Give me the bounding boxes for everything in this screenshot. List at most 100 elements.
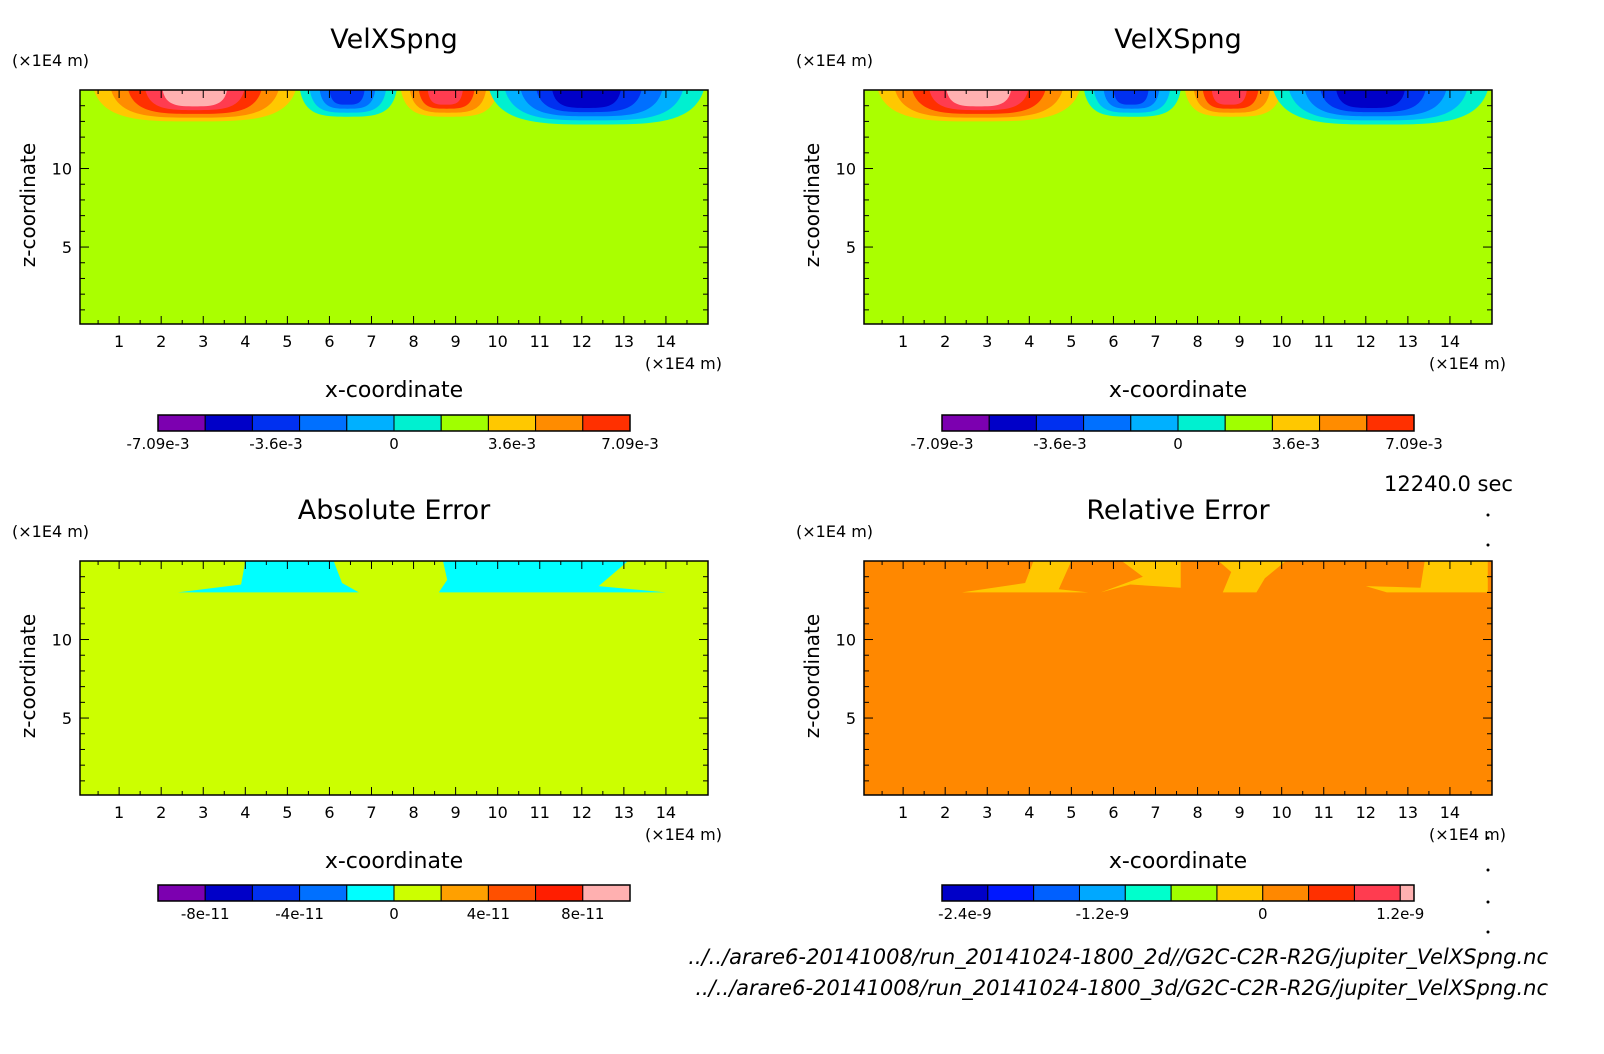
x-tick-label: 7	[366, 803, 376, 822]
y-tick-label: 10	[52, 160, 72, 179]
colorbar-box	[487, 884, 537, 902]
x-tick-label: 3	[982, 803, 992, 822]
x-tick-label: 14	[656, 803, 676, 822]
plot-frame	[79, 89, 709, 325]
contour-band	[162, 90, 228, 107]
contour-region	[1218, 561, 1286, 593]
x-tick-label: 2	[940, 332, 950, 351]
x-tick-label: 1	[898, 803, 908, 822]
x-tick-label: 4	[1024, 332, 1034, 351]
contour-region	[438, 561, 666, 593]
x-tick-label: 4	[240, 332, 250, 351]
colorbar-tick-label: -1.2e-9	[1076, 905, 1129, 923]
x-tick-label: 12	[572, 803, 592, 822]
x-tick-label: 1	[898, 332, 908, 351]
x-tick-label: 3	[198, 332, 208, 351]
plot-background	[864, 90, 1492, 324]
contour-layer	[178, 561, 666, 593]
x-tick-label: 14	[1440, 332, 1460, 351]
colorbar-box	[299, 414, 348, 432]
x-tick-label: 12	[572, 332, 592, 351]
contour-region	[1100, 561, 1181, 593]
y-tick-label: 5	[846, 238, 856, 257]
colorbar-box	[1124, 884, 1172, 902]
x-tick-label: 10	[488, 803, 508, 822]
colorbar-box	[941, 884, 989, 902]
y-tick-label: 5	[62, 238, 72, 257]
x-tick-label: 7	[366, 332, 376, 351]
colorbar-box	[941, 414, 990, 432]
y-tick-label: 10	[836, 631, 856, 650]
colorbar-box	[1170, 884, 1218, 902]
colorbar-box	[487, 414, 537, 432]
margin-dot	[1486, 900, 1490, 904]
colorbar-box	[1271, 414, 1321, 432]
plot-frame	[79, 560, 709, 796]
x-tick-label: 11	[530, 803, 550, 822]
colorbar-box	[988, 414, 1037, 432]
colorbar-tick-label: 8e-11	[561, 905, 604, 923]
colorbar-tick-label: 3.6e-3	[488, 435, 536, 453]
plot-frame	[863, 89, 1493, 325]
x-tick-label: 6	[1108, 332, 1118, 351]
colorbar-box	[346, 884, 395, 902]
x-tick-label: 5	[1066, 332, 1076, 351]
margin-dot	[1486, 543, 1490, 547]
colorbar-box	[1262, 884, 1310, 902]
y-tick-label: 5	[62, 709, 72, 728]
colorbar-box	[1177, 414, 1226, 432]
x-tick-label: 1	[114, 803, 124, 822]
x-tick-label: 6	[324, 803, 334, 822]
contour-band	[552, 90, 621, 108]
colorbar-tick-label: -7.09e-3	[127, 435, 190, 453]
colorbar-box	[1130, 414, 1179, 432]
contour-band	[1211, 90, 1247, 105]
contour-region	[1365, 561, 1488, 593]
contour-layer	[962, 561, 1488, 593]
x-tick-label: 9	[451, 803, 461, 822]
x-tick-label: 11	[1314, 803, 1334, 822]
x-tick-label: 6	[324, 332, 334, 351]
x-tick-label: 8	[1192, 803, 1202, 822]
colorbar-tick-label: 4e-11	[467, 905, 510, 923]
colorbar-box	[582, 414, 631, 432]
colorbar-tick-label: 0	[389, 435, 399, 453]
x-axis-label: x-coordinate	[325, 378, 463, 403]
x-tick-label: 1	[114, 332, 124, 351]
time-label: 12240.0 sec	[1384, 472, 1513, 496]
x-tick-label: 10	[1272, 332, 1292, 351]
colorbar-box	[987, 884, 1035, 902]
x-unit-label: (×1E4 m)	[645, 825, 722, 844]
x-tick-label: 5	[1066, 803, 1076, 822]
x-tick-label: 3	[982, 332, 992, 351]
chart-title: VelXSpng	[1114, 24, 1242, 55]
x-tick-label: 10	[1272, 803, 1292, 822]
colorbar-frame	[157, 414, 631, 432]
colorbar-box	[251, 884, 301, 902]
colorbar-box	[204, 884, 253, 902]
x-tick-label: 13	[614, 332, 634, 351]
colorbar-frame	[941, 414, 1415, 432]
colorbar-box	[582, 884, 631, 902]
margin-dot	[1486, 513, 1490, 517]
x-tick-label: 8	[408, 803, 418, 822]
colorbar-box	[346, 414, 395, 432]
contour-band	[1336, 90, 1405, 108]
colorbar-box	[1399, 884, 1415, 902]
colorbar-tick-label: 7.09e-3	[1385, 435, 1443, 453]
x-tick-label: 13	[1398, 332, 1418, 351]
x-tick-label: 8	[408, 332, 418, 351]
colorbar-box	[204, 414, 253, 432]
x-tick-label: 7	[1150, 332, 1160, 351]
y-axis-label: z-coordinate	[16, 614, 40, 738]
plot-background	[864, 561, 1492, 795]
contour-layer	[93, 90, 704, 125]
colorbar-box	[1216, 884, 1264, 902]
x-tick-label: 2	[156, 803, 166, 822]
margin-dot	[1486, 836, 1490, 840]
